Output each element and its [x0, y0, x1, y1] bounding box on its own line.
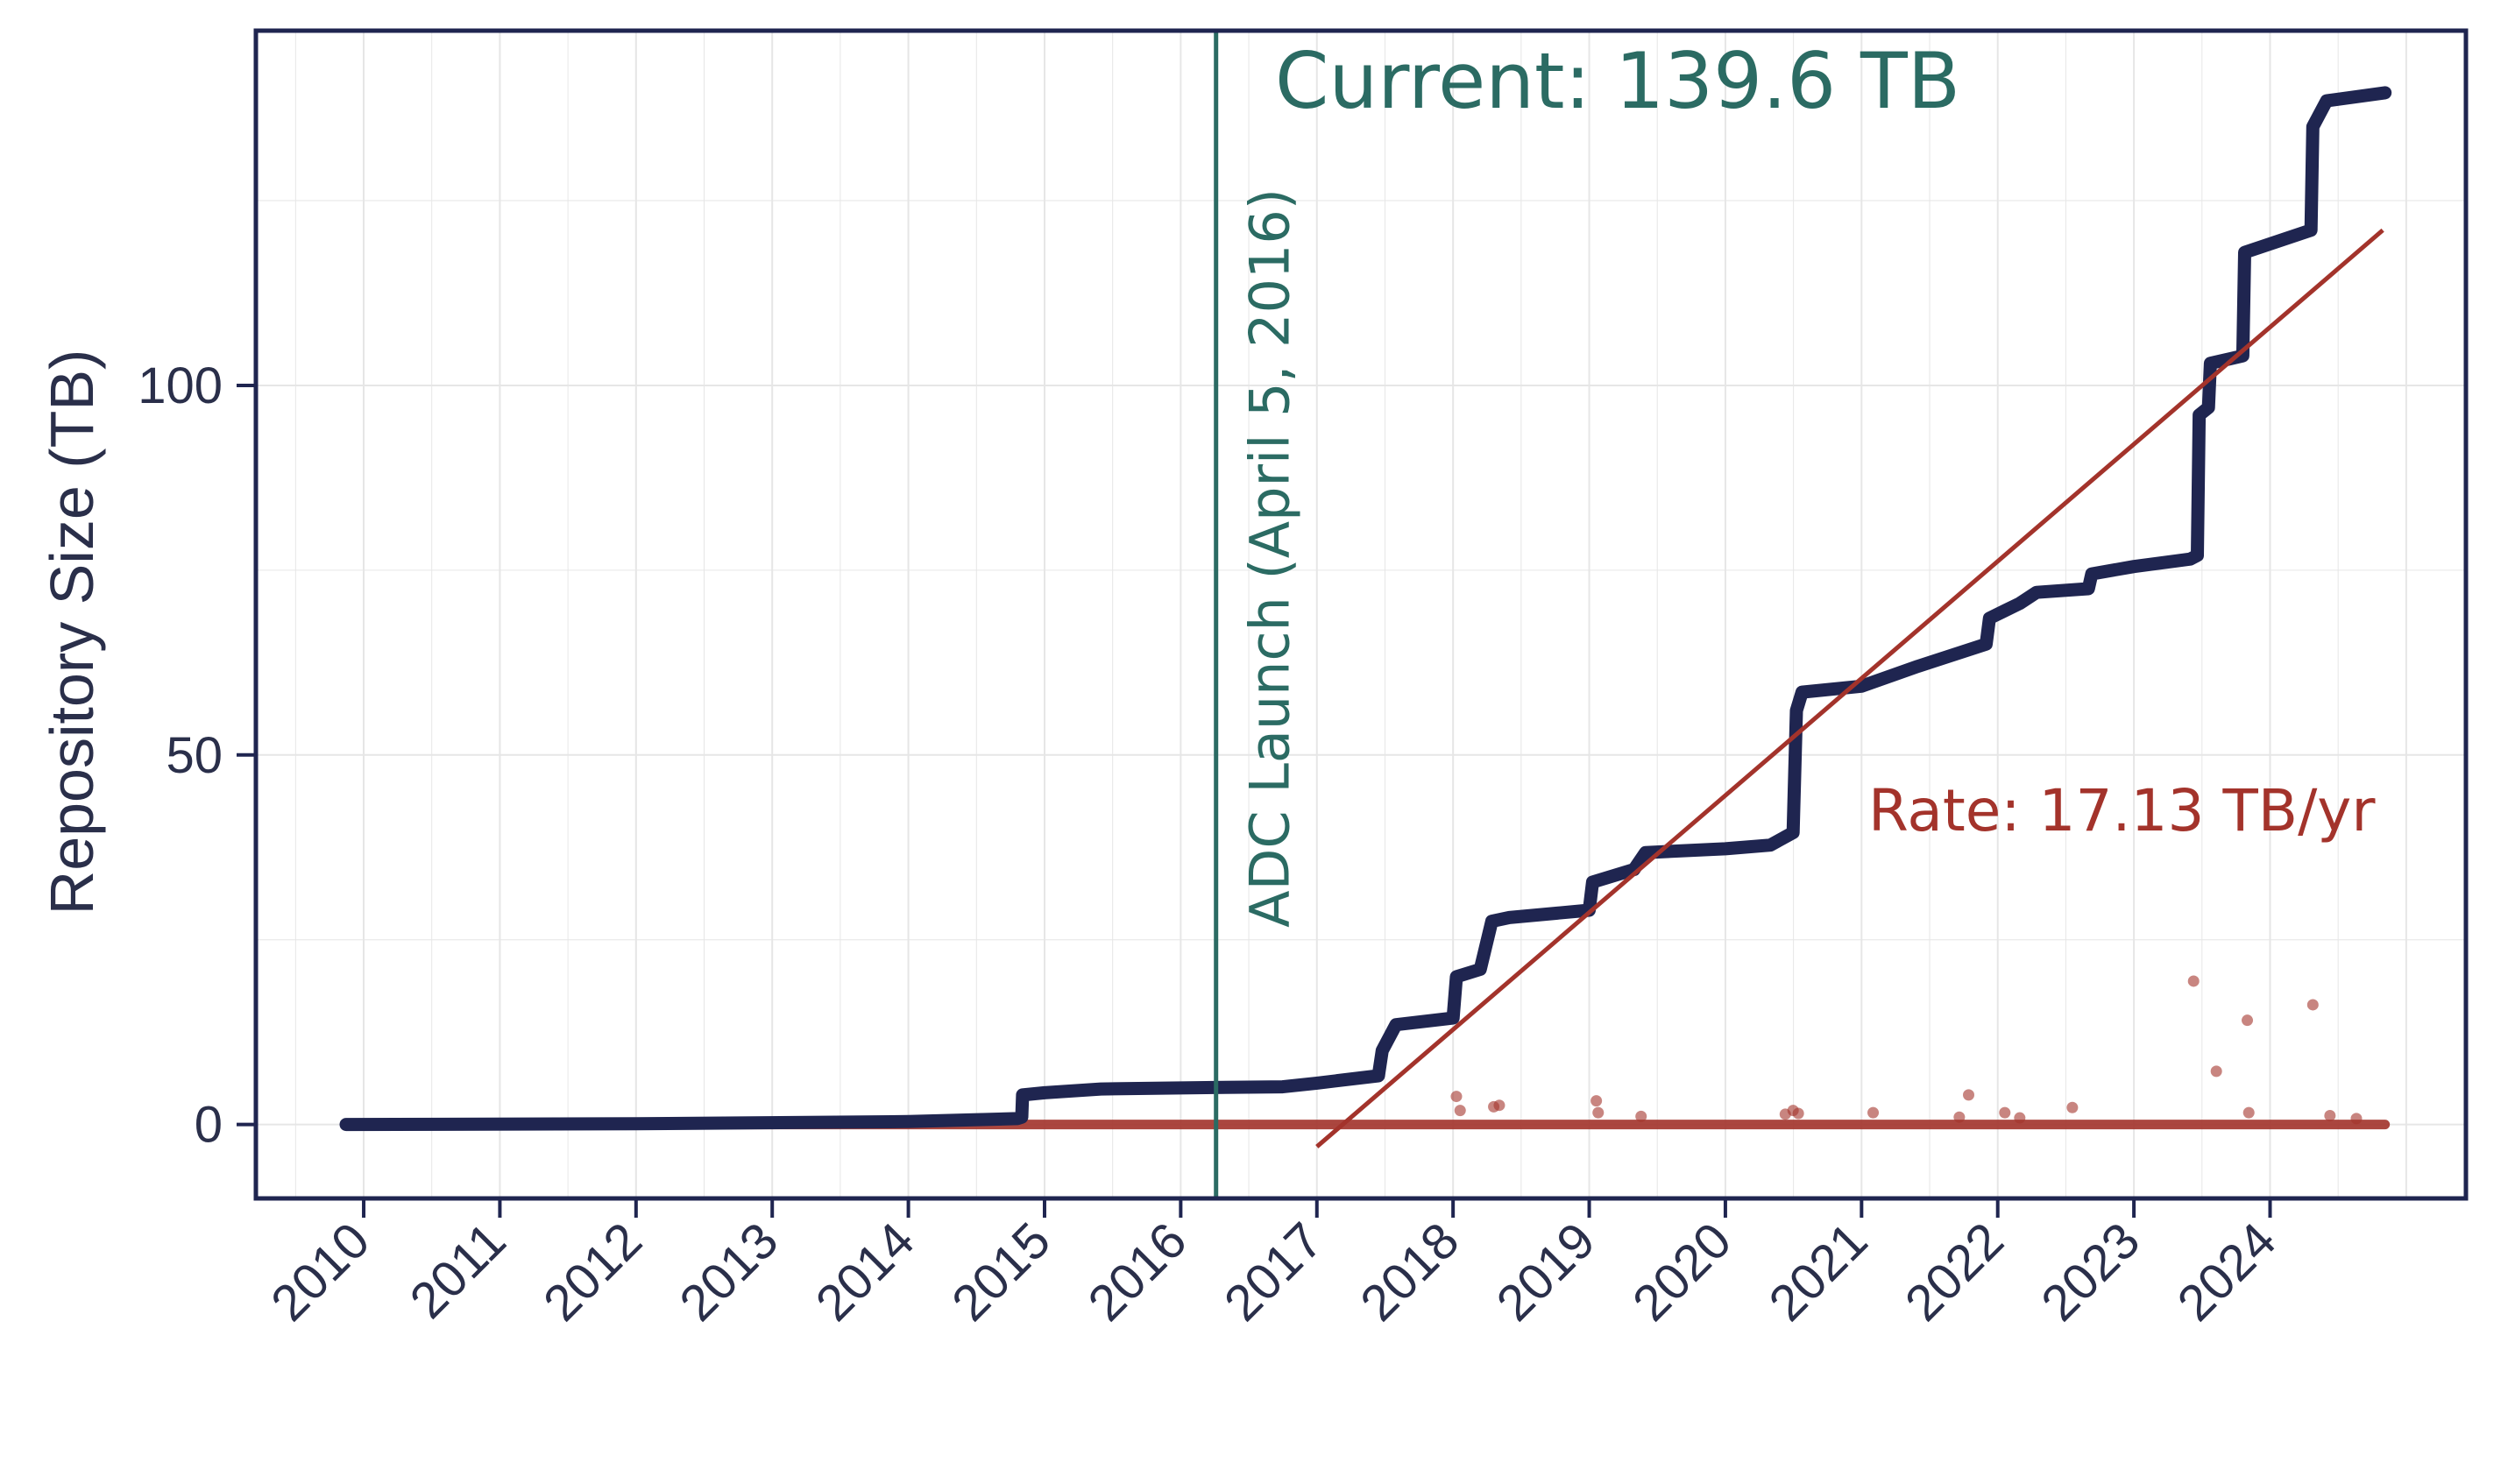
- upload-point: [2242, 1014, 2254, 1027]
- x-tick-label: 2019: [1486, 1212, 1606, 1332]
- x-tick-label: 2010: [260, 1212, 380, 1332]
- upload-point: [2324, 1110, 2336, 1122]
- x-tick-label: 2017: [1214, 1212, 1334, 1332]
- upload-point: [1999, 1106, 2011, 1119]
- plot-data: [339, 31, 2392, 1198]
- x-tick-label: 2018: [1350, 1212, 1470, 1332]
- current-size-annotation: Current: 139.6 TB: [1275, 36, 1960, 126]
- grid-lines: [256, 31, 2466, 1198]
- x-axis-ticks: 2010 2011 2012 2013 2014 2015 2016 2017 2018 2019…: [260, 1198, 2287, 1332]
- x-tick-label: 2024: [2166, 1212, 2286, 1332]
- upload-point: [1792, 1107, 1804, 1120]
- upload-point: [2014, 1112, 2026, 1124]
- y-axis-label: Repository Size (TB): [38, 350, 106, 915]
- upload-point: [2350, 1113, 2363, 1125]
- upload-point: [1592, 1106, 1605, 1119]
- trend-line: [1315, 228, 2384, 1148]
- upload-point: [1953, 1111, 1966, 1123]
- launch-annotation: ADC Launch (April 5, 2016): [1238, 188, 1302, 928]
- y-tick-label: 0: [195, 1097, 223, 1154]
- upload-point: [1590, 1095, 1603, 1107]
- x-tick-label: 2014: [805, 1212, 925, 1332]
- x-tick-label: 2011: [399, 1212, 516, 1329]
- x-tick-label: 2020: [1622, 1212, 1742, 1332]
- upload-point: [2187, 975, 2200, 987]
- upload-point: [2066, 1101, 2079, 1113]
- upload-point: [1454, 1105, 1466, 1117]
- upload-point: [1635, 1110, 1647, 1122]
- x-tick-label: 2016: [1077, 1212, 1197, 1332]
- x-tick-label: 2023: [2030, 1212, 2150, 1332]
- upload-point: [1450, 1091, 1463, 1103]
- upload-point: [1963, 1089, 1975, 1101]
- upload-point: [1493, 1099, 1505, 1112]
- upload-point: [2210, 1065, 2222, 1078]
- upload-point: [2242, 1106, 2255, 1119]
- x-tick-label: 2012: [533, 1212, 653, 1332]
- x-tick-label: 2015: [941, 1212, 1061, 1332]
- x-tick-label: 2021: [1758, 1212, 1878, 1332]
- y-axis-ticks: 0 50 100: [138, 357, 256, 1154]
- x-tick-label: 2022: [1895, 1212, 2015, 1332]
- y-tick-label: 50: [166, 727, 223, 784]
- upload-point: [2306, 999, 2319, 1011]
- y-tick-label: 100: [138, 357, 223, 414]
- upload-point: [1867, 1106, 1880, 1119]
- plot-panel-border: [253, 28, 2469, 1201]
- repository-size-line: [339, 86, 2392, 1132]
- x-tick-label: 2013: [669, 1212, 789, 1332]
- growth-rate-annotation: Rate: 17.13 TB/yr: [1868, 777, 2376, 844]
